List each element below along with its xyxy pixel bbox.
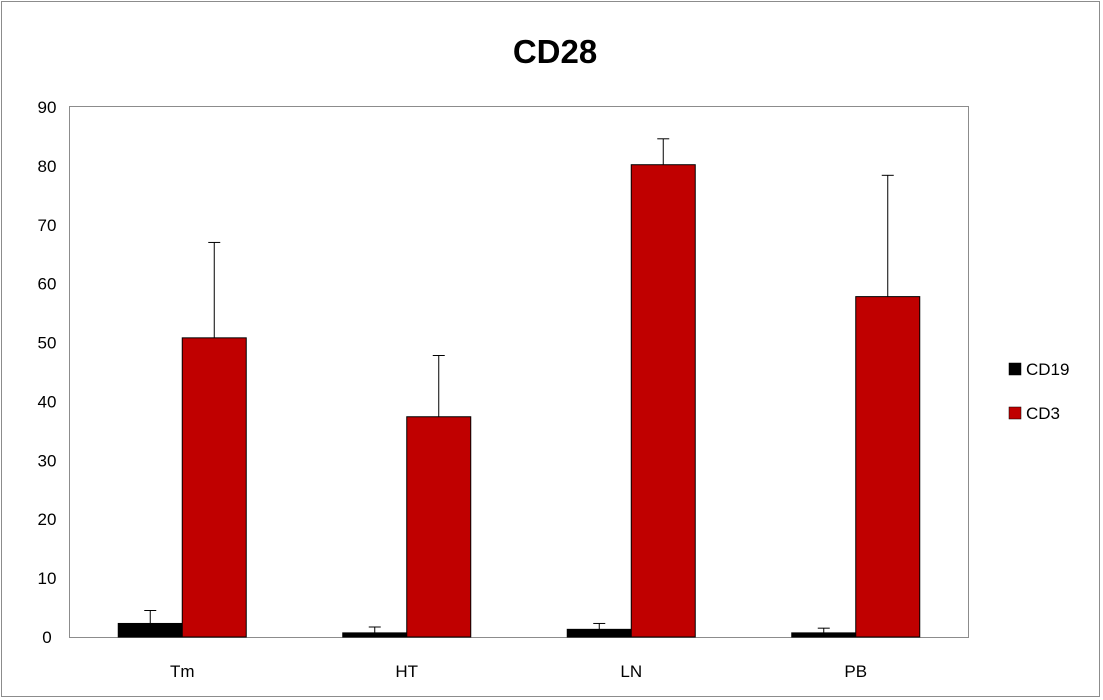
y-tick-label: 90 (38, 98, 57, 117)
y-tick-label: 20 (38, 510, 57, 529)
plot-area (69, 106, 969, 638)
bar-cd3-ht (406, 416, 472, 638)
bar-cd19-ln (566, 628, 632, 638)
y-tick-label: 60 (38, 275, 57, 294)
x-tick-label: PB (844, 662, 867, 681)
bar-cd3-pb (855, 296, 921, 638)
y-tick-label: 0 (42, 628, 51, 647)
y-tick-label: 30 (38, 451, 57, 470)
bars-group (117, 164, 921, 638)
x-tick-label: Tm (170, 662, 195, 681)
y-tick-label: 80 (38, 157, 57, 176)
bar-cd19-ht (342, 632, 408, 638)
error-bars-group (144, 138, 894, 633)
x-tick-label: HT (395, 662, 418, 681)
y-axis: 0 10 20 30 40 50 60 70 80 90 (38, 98, 57, 647)
bar-cd19-pb (791, 632, 857, 638)
legend-swatch-cd19 (1008, 362, 1022, 376)
legend-swatch-cd3 (1008, 406, 1022, 420)
y-tick-label: 50 (38, 334, 57, 353)
bar-cd3-tm (181, 337, 247, 638)
y-tick-label: 10 (38, 569, 57, 588)
x-tick-label: LN (620, 662, 642, 681)
bar-cd3-ln (630, 164, 696, 638)
chart-title: CD28 (513, 33, 597, 70)
y-tick-label: 40 (38, 392, 57, 411)
legend: CD19 CD3 (1008, 360, 1069, 423)
legend-label: CD3 (1026, 404, 1060, 423)
legend-label: CD19 (1026, 360, 1069, 379)
y-tick-label: 70 (38, 216, 57, 235)
x-axis: Tm HT LN PB (170, 662, 867, 681)
bar-cd19-tm (117, 622, 183, 638)
